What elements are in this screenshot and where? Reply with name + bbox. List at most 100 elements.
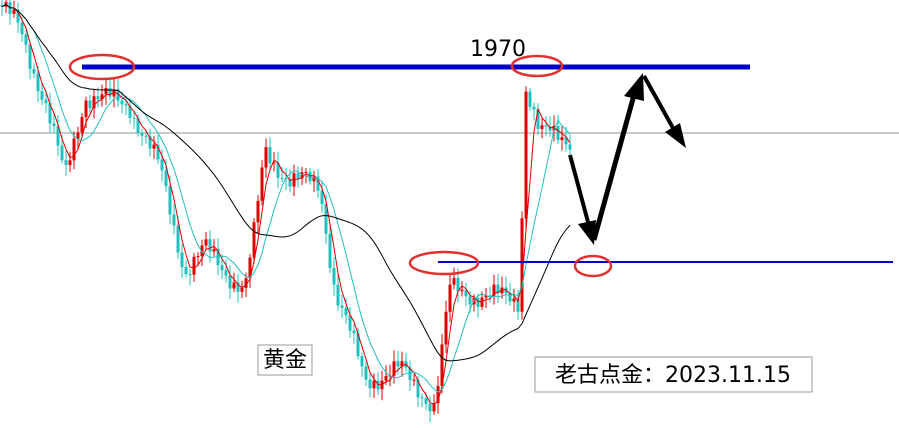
instrument-label: 黄金 bbox=[263, 348, 307, 373]
moving-average-slow bbox=[1, 3, 571, 362]
candle-body bbox=[20, 22, 24, 35]
candle-body bbox=[564, 137, 568, 145]
moving-average-mid bbox=[1, 3, 571, 393]
candle-body bbox=[228, 275, 232, 289]
candle-body bbox=[0, 5, 4, 7]
candle-body bbox=[92, 96, 96, 109]
candle-body bbox=[32, 69, 36, 74]
candle-body bbox=[516, 298, 520, 312]
candle-body bbox=[104, 88, 108, 95]
candle-body bbox=[336, 284, 340, 306]
candle-body bbox=[460, 289, 464, 292]
candle-body bbox=[432, 403, 436, 412]
candle-body bbox=[424, 398, 428, 404]
candle-body bbox=[400, 361, 404, 367]
candle-body bbox=[44, 99, 48, 104]
candle-body bbox=[220, 265, 224, 271]
level-label: 1970 bbox=[470, 37, 526, 62]
candle-body bbox=[140, 132, 144, 136]
candle-body bbox=[252, 222, 256, 258]
candle-body bbox=[188, 274, 192, 276]
moving-average-fast bbox=[1, 3, 571, 405]
candle-body bbox=[100, 94, 104, 100]
candle-body bbox=[204, 239, 208, 246]
candle-body bbox=[420, 397, 424, 399]
candle-body bbox=[48, 103, 52, 124]
candle-body bbox=[184, 267, 188, 275]
candle-body bbox=[112, 89, 116, 97]
highlight-circle bbox=[510, 54, 564, 78]
candle-body bbox=[96, 96, 100, 100]
candle-body bbox=[388, 375, 392, 377]
candle-body bbox=[200, 245, 204, 257]
highlight-circle bbox=[408, 250, 480, 276]
candle-body bbox=[536, 109, 540, 129]
candle-body bbox=[492, 284, 496, 296]
candle-body bbox=[268, 147, 272, 164]
candle-body bbox=[68, 160, 72, 166]
candle-body bbox=[280, 177, 284, 179]
candle-body bbox=[76, 132, 80, 139]
candle-body bbox=[60, 145, 64, 161]
candle-body bbox=[360, 356, 364, 367]
candle-body bbox=[80, 116, 84, 133]
candle-body bbox=[128, 105, 132, 118]
candle-body bbox=[344, 307, 348, 316]
candle-body bbox=[24, 34, 28, 45]
candle-body bbox=[132, 117, 136, 119]
candle-body bbox=[472, 297, 476, 305]
candle-body bbox=[376, 380, 380, 390]
candle-body bbox=[484, 295, 488, 298]
candle-body bbox=[416, 379, 420, 398]
candle-body bbox=[288, 179, 292, 187]
candle-body bbox=[456, 277, 460, 292]
candle-body bbox=[312, 176, 316, 182]
candle-body bbox=[124, 104, 128, 106]
candle-body bbox=[412, 379, 416, 381]
candle-body bbox=[56, 125, 60, 146]
candle-body bbox=[108, 88, 112, 97]
candle-body bbox=[304, 171, 308, 173]
candle-body bbox=[448, 284, 452, 312]
candle-body bbox=[528, 91, 532, 107]
candle-body bbox=[508, 293, 512, 302]
candle-body bbox=[440, 344, 444, 386]
candle-body bbox=[520, 218, 524, 312]
candle-body bbox=[368, 379, 372, 389]
candle-body bbox=[512, 298, 516, 302]
candle-body bbox=[392, 361, 396, 376]
candle-body bbox=[176, 225, 180, 253]
candle-body bbox=[256, 200, 260, 223]
candle-body bbox=[180, 252, 184, 268]
signature-label: 老古点金：2023.11.15 bbox=[555, 363, 791, 388]
label-box bbox=[534, 356, 813, 393]
candle-body bbox=[384, 375, 388, 381]
candle-body bbox=[328, 233, 332, 269]
candle-body bbox=[544, 125, 548, 127]
candle-body bbox=[468, 296, 472, 305]
candle-body bbox=[396, 361, 400, 367]
candle-body bbox=[408, 367, 412, 381]
candle-body bbox=[156, 144, 160, 160]
candle-body bbox=[28, 44, 32, 70]
candle-body bbox=[144, 135, 148, 137]
candle-body bbox=[324, 204, 328, 234]
candle-body bbox=[568, 144, 572, 150]
candle-body bbox=[272, 162, 276, 164]
forecast-arrows bbox=[568, 73, 686, 245]
candle-body bbox=[236, 282, 240, 292]
label-box bbox=[257, 344, 313, 376]
candle-body bbox=[320, 190, 324, 205]
candle-body bbox=[160, 159, 164, 171]
candle-body bbox=[524, 91, 528, 219]
candle-body bbox=[488, 295, 492, 297]
candle-body bbox=[88, 100, 92, 109]
candle-body bbox=[364, 366, 368, 380]
candle-body bbox=[212, 248, 216, 252]
candle-body bbox=[428, 403, 432, 412]
highlight-circle bbox=[68, 53, 136, 81]
candle-body bbox=[40, 91, 44, 100]
candle-body bbox=[308, 171, 312, 182]
candle-body bbox=[224, 270, 228, 276]
